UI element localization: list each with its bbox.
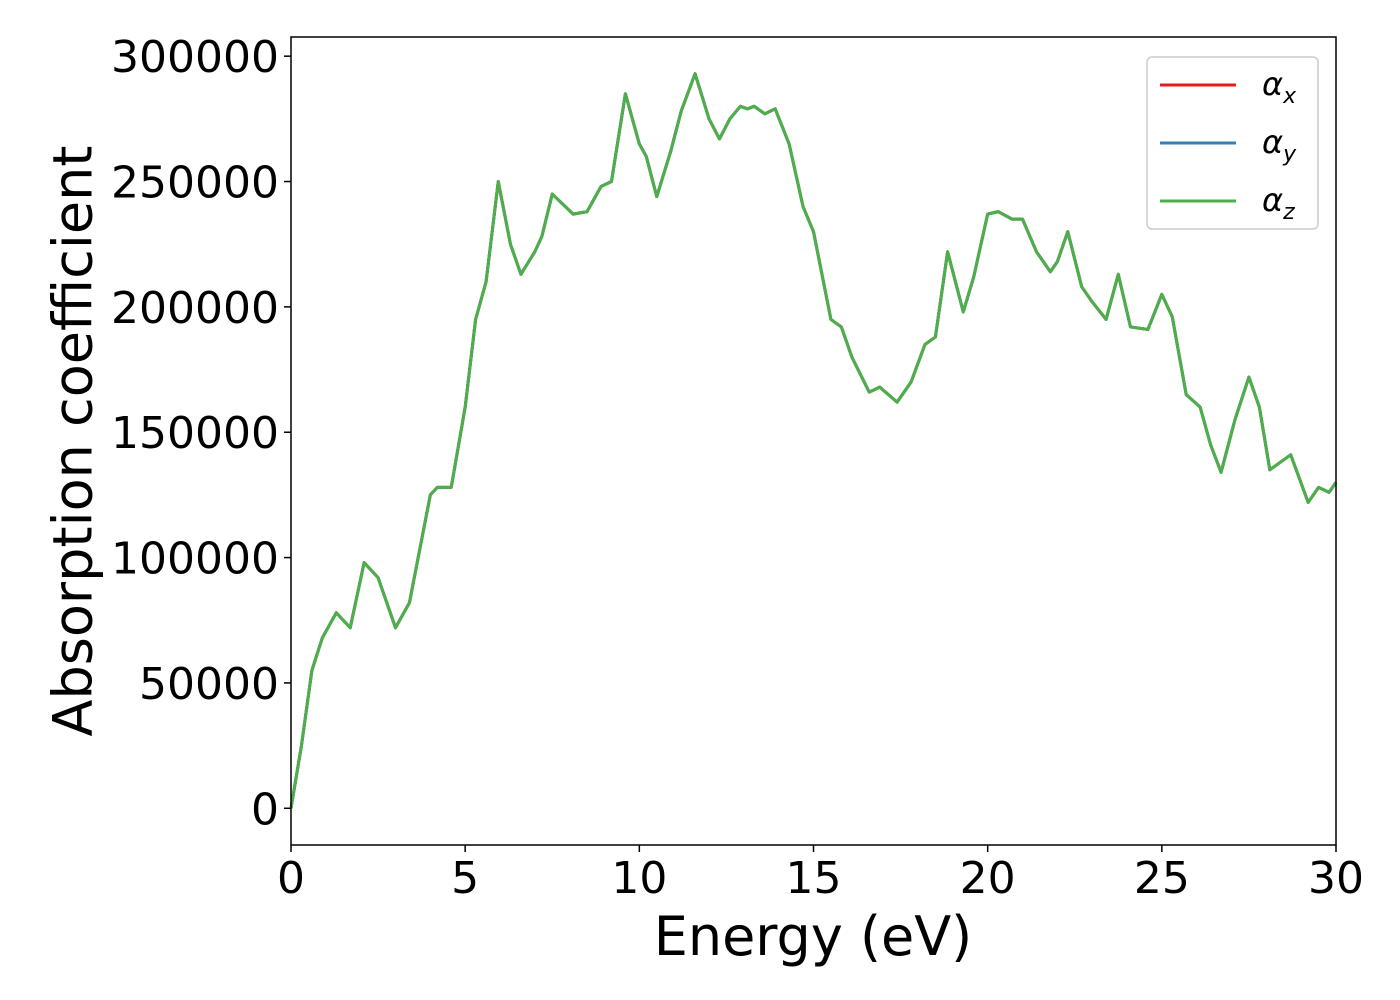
data-line (289, 72, 1338, 809)
y-tick-label: 300000 (111, 32, 279, 83)
y-tick-label: 100000 (111, 534, 279, 585)
legend-label: αy (1262, 123, 1297, 167)
y-tick-label: 200000 (111, 283, 279, 334)
x-tick-label: 10 (611, 853, 667, 904)
y-tick-label: 0 (251, 784, 279, 835)
legend-symbol: α (1262, 123, 1283, 161)
x-tick-label: 15 (786, 853, 842, 904)
legend-symbol: α (1262, 65, 1283, 103)
y-tick-label: 50000 (139, 659, 279, 710)
plot-frame (290, 36, 1337, 846)
legend-label: αz (1262, 181, 1295, 225)
x-tick-label: 20 (960, 853, 1016, 904)
x-axis-label: Energy (eV) (654, 905, 973, 968)
legend-symbol: α (1262, 181, 1283, 219)
x-tick-label: 0 (277, 853, 305, 904)
x-tick-label: 25 (1134, 853, 1190, 904)
y-tick-label: 150000 (111, 408, 279, 459)
x-tick-label: 5 (451, 853, 479, 904)
legend-subscript: y (1282, 142, 1297, 167)
legend-subscript: z (1282, 200, 1295, 225)
legend-label: αx (1262, 65, 1297, 109)
legend-subscript: x (1282, 84, 1297, 109)
y-axis-label: Absorption coefficient (42, 146, 105, 737)
y-tick-label: 250000 (111, 158, 279, 209)
x-tick-label: 30 (1308, 853, 1364, 904)
